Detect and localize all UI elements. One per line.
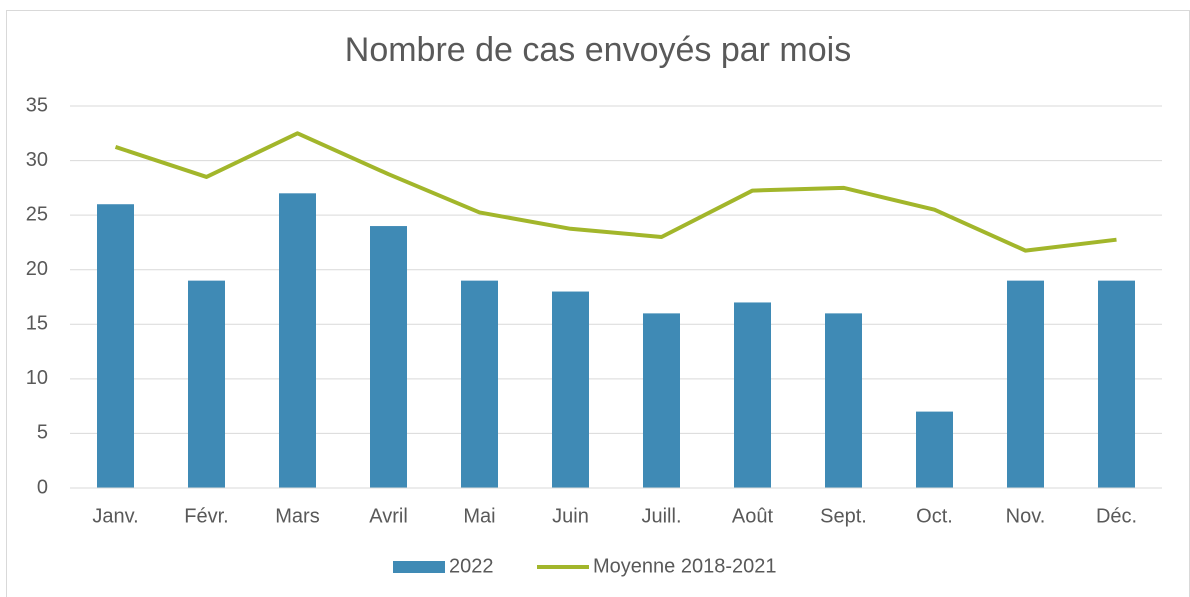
- x-tick-label: Févr.: [184, 505, 228, 527]
- bar: [188, 280, 225, 488]
- y-tick-label: 25: [26, 203, 48, 225]
- x-tick-label: Oct.: [916, 505, 953, 527]
- y-tick-label: 20: [26, 258, 48, 280]
- x-tick-label: Août: [732, 505, 774, 527]
- y-tick-label: 30: [26, 149, 48, 171]
- y-tick-label: 5: [37, 422, 48, 444]
- x-tick-label: Janv.: [92, 505, 138, 527]
- bar: [734, 302, 771, 488]
- bar: [916, 411, 953, 488]
- chart-title: Nombre de cas envoyés par mois: [345, 31, 851, 69]
- x-tick-label: Sept.: [820, 505, 867, 527]
- x-tick-label: Déc.: [1096, 505, 1137, 527]
- y-tick-label: 35: [26, 94, 48, 116]
- bar: [825, 313, 862, 488]
- x-tick-label: Mars: [275, 505, 319, 527]
- x-tick-label: Nov.: [1006, 505, 1046, 527]
- bar: [97, 204, 134, 488]
- y-tick-label: 10: [26, 367, 48, 389]
- y-tick-label: 0: [37, 476, 48, 498]
- legend-label: 2022: [449, 555, 494, 577]
- x-tick-label: Juill.: [641, 505, 681, 527]
- legend-label: Moyenne 2018-2021: [593, 555, 776, 577]
- y-tick-label: 15: [26, 313, 48, 335]
- legend-swatch: [393, 561, 445, 573]
- x-tick-label: Avril: [369, 505, 408, 527]
- bar: [370, 226, 407, 489]
- bar: [1098, 280, 1135, 488]
- x-tick-label: Mai: [463, 505, 495, 527]
- bar: [279, 193, 316, 489]
- line: [114, 131, 1117, 253]
- bar: [461, 280, 498, 488]
- bar: [1007, 280, 1044, 488]
- x-tick-label: Juin: [552, 505, 589, 527]
- bar: [643, 313, 680, 488]
- bar: [552, 291, 589, 488]
